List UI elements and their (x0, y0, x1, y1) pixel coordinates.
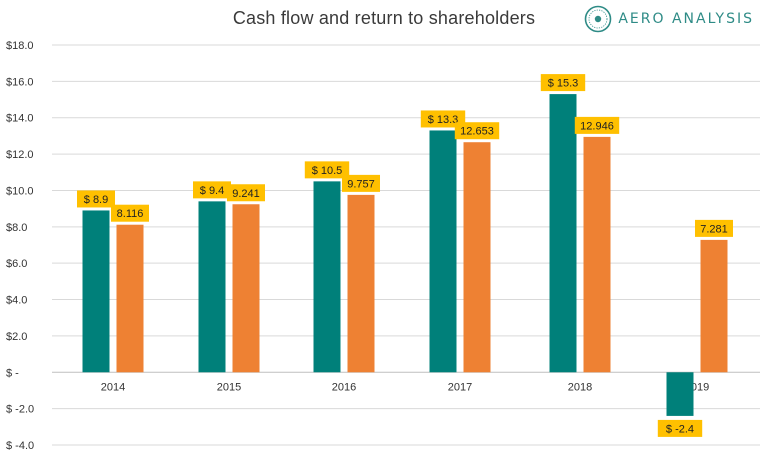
data-label: $ 10.5 (312, 165, 343, 177)
data-label-box (695, 219, 733, 237)
y-tick-label: $4.0 (6, 295, 27, 307)
data-label-box (540, 74, 586, 92)
bar-series-2 (116, 224, 144, 373)
data-label: $ 13.3 (428, 114, 459, 126)
bar-series-2 (700, 239, 728, 373)
bar-series-1 (666, 372, 694, 416)
data-label: 9.241 (232, 188, 260, 200)
data-label-box (454, 122, 500, 140)
y-tick-label: $18.0 (6, 40, 34, 52)
data-label-box (227, 184, 265, 202)
x-category-label: 2015 (217, 381, 241, 393)
bar-series-2 (347, 194, 375, 373)
chart-title: Cash flow and return to shareholders (232, 8, 536, 28)
y-tick-label: $12.0 (6, 149, 34, 161)
bar-series-2 (463, 142, 491, 373)
y-tick-label: $ -4.0 (6, 440, 34, 452)
data-label: 12.653 (460, 126, 494, 138)
data-label: 12.946 (580, 120, 614, 132)
brand-name: AERO ANALYSIS (618, 11, 754, 27)
data-label-box (77, 190, 115, 208)
bar-series-1 (198, 201, 226, 373)
y-tick-label: $14.0 (6, 113, 34, 125)
data-label: $ 8.9 (84, 194, 108, 206)
data-label-box (574, 116, 620, 134)
bar-series-1 (549, 94, 577, 373)
data-label-box (304, 161, 350, 179)
data-label: 7.281 (700, 223, 728, 235)
x-category-label: 2017 (448, 381, 472, 393)
brand-logo-block: AERO ANALYSIS (584, 4, 754, 34)
y-tick-label: $16.0 (6, 76, 34, 88)
x-category-label: 2016 (332, 381, 356, 393)
y-tick-label: $10.0 (6, 185, 34, 197)
y-tick-label: $ -2.0 (6, 404, 34, 416)
y-tick-label: $2.0 (6, 331, 27, 343)
data-label: 8.116 (117, 208, 144, 220)
data-label-box (342, 174, 380, 192)
data-label-box (193, 181, 231, 199)
bar-series-2 (583, 136, 611, 373)
y-tick-label: $8.0 (6, 222, 27, 234)
data-label: $ 15.3 (548, 78, 579, 90)
bar-series-1 (313, 181, 341, 373)
data-label: 9.757 (347, 178, 375, 190)
data-label-box (111, 204, 149, 222)
bar-series-2 (232, 204, 260, 373)
y-tick-label: $ - (6, 367, 19, 379)
y-tick-label: $6.0 (6, 258, 27, 270)
bar-series-1 (429, 130, 457, 373)
data-label: $ 9.4 (200, 185, 224, 197)
turbine-icon (585, 5, 612, 33)
data-label-box (420, 110, 466, 128)
data-label: $ -2.4 (666, 423, 694, 435)
x-category-label: 2018 (568, 381, 592, 393)
data-label-box (657, 419, 703, 437)
bar-series-1 (82, 210, 110, 373)
x-category-label: 2014 (101, 381, 125, 393)
